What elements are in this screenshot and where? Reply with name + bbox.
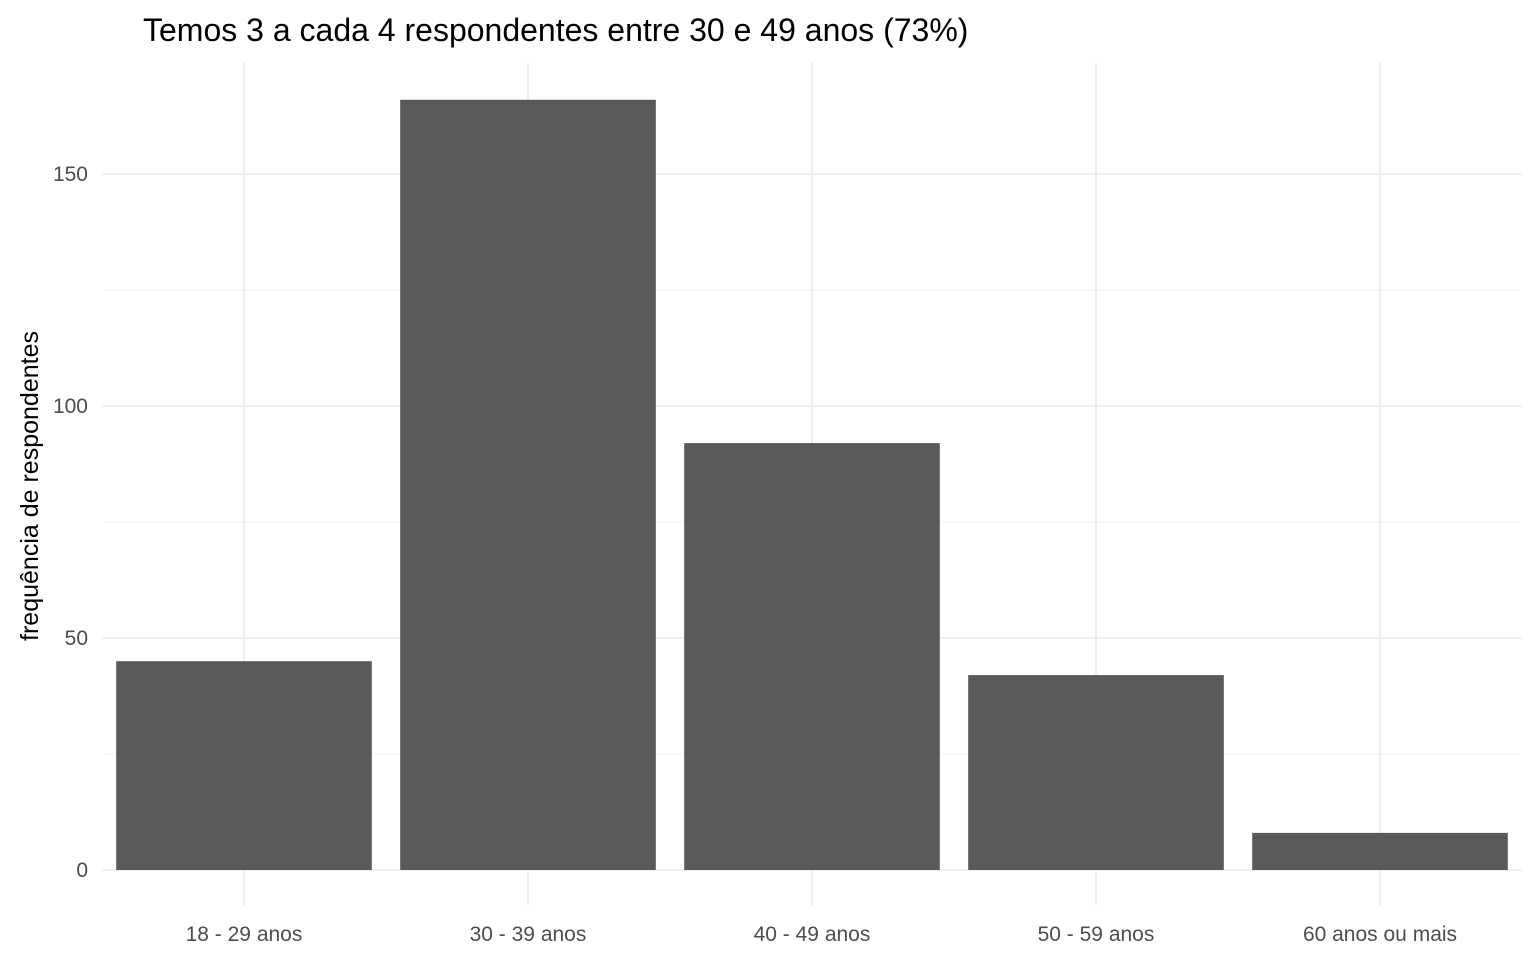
x-tick-label: 18 - 29 anos <box>186 923 303 946</box>
bar <box>968 675 1224 870</box>
y-axis-title: frequência de respondentes <box>16 331 44 641</box>
bars <box>116 99 1508 870</box>
y-tick-label: 150 <box>53 163 88 186</box>
bar <box>400 99 656 870</box>
bar <box>684 443 940 870</box>
y-axis-tick-labels: 0 50 100 150 <box>53 163 88 882</box>
x-tick-label: 40 - 49 anos <box>754 923 871 946</box>
bar <box>116 661 372 870</box>
y-tick-label: 50 <box>65 627 88 650</box>
bar <box>1252 832 1508 870</box>
x-axis-tick-labels: 18 - 29 anos 30 - 39 anos 40 - 49 anos 50 -… <box>186 923 1457 946</box>
x-tick-label: 60 anos ou mais <box>1303 923 1457 946</box>
x-tick-label: 30 - 39 anos <box>470 923 587 946</box>
chart-title: Temos 3 a cada 4 respondentes entre 30 e… <box>143 12 968 48</box>
y-tick-label: 0 <box>76 859 88 882</box>
y-tick-label: 100 <box>53 395 88 418</box>
x-tick-label: 50 - 59 anos <box>1038 923 1155 946</box>
